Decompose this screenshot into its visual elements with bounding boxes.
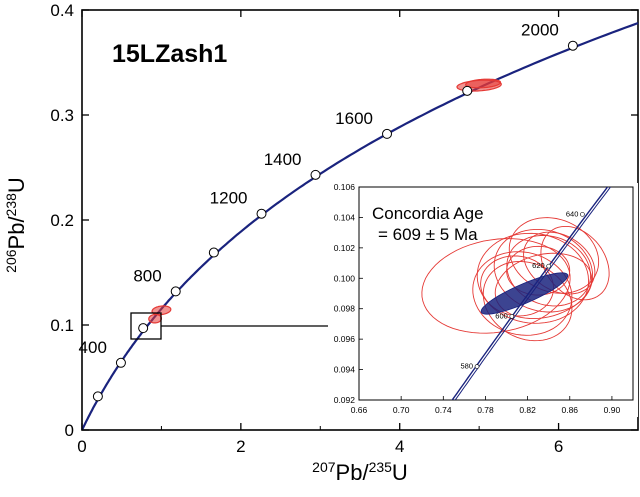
age-marker [462, 85, 473, 96]
age-marker [170, 286, 181, 297]
age-marker-label: 800 [133, 266, 161, 285]
inset-ellipse [493, 228, 594, 313]
age-marker [256, 208, 267, 219]
concordia-age-label: Concordia Age [372, 204, 484, 223]
y-axis-label: 206Pb/238U [3, 177, 29, 273]
age-marker-label: 1200 [210, 189, 248, 208]
inset-age-ticks: 580 600 620 640 [461, 209, 585, 371]
x-tick-label: 6 [554, 437, 563, 456]
inset-plot: 0.66 0.70 0.74 0.78 0.82 0.86 0.90 0.092 0.094 0.… [328, 182, 638, 417]
inset-y-tick-label: 0.100 [334, 273, 356, 283]
inset-y-tick-label: 0.104 [334, 212, 356, 222]
main-ellipse [148, 313, 162, 324]
concordia-age-value: = 609 ± 5 Ma [378, 225, 478, 244]
age-marker [567, 40, 578, 51]
age-marker [208, 247, 219, 258]
inset-y-tick-label: 0.094 [334, 365, 356, 375]
y-tick-label: 0.4 [50, 1, 74, 20]
inset-age-label: 620 [532, 261, 545, 270]
inset-y-tick-label: 0.092 [334, 395, 356, 405]
age-marker [92, 391, 103, 402]
main-ellipse [465, 78, 502, 89]
inset-age-marker [580, 212, 585, 217]
y-tick-label: 0.1 [50, 316, 74, 335]
x-axis-ticks: 0 2 4 6 [77, 10, 563, 456]
y-tick-label: 0.3 [50, 106, 74, 125]
inset-y-tick-label: 0.096 [334, 334, 356, 344]
inset-x-tick-label: 0.86 [561, 405, 578, 415]
x-tick-label: 2 [236, 437, 245, 456]
chart-title: 15LZash1 [112, 40, 227, 68]
inset-concordia-band [454, 187, 612, 400]
inset-ellipse [523, 231, 596, 295]
inset-x-tick-label: 0.78 [477, 405, 494, 415]
inset-age-label: 580 [461, 362, 474, 371]
inset-x-tick-label: 0.90 [604, 405, 621, 415]
concordia-curve [81, 22, 639, 431]
inset-concordia-curve [451, 187, 609, 400]
x-tick-label: 0 [77, 437, 86, 456]
x-axis-label: 207Pb/235U [312, 459, 408, 485]
inset-age-marker [509, 314, 515, 319]
inset-age-marker [474, 364, 480, 369]
age-marker [310, 169, 321, 180]
age-marker [382, 128, 393, 139]
inset-age-marker [546, 263, 551, 269]
inset-y-tick-label: 0.098 [334, 304, 356, 314]
inset-x-tick-label: 0.70 [393, 405, 410, 415]
inset-ellipse [472, 251, 573, 336]
inset-ellipse [480, 255, 554, 317]
age-markers: 400 800 1200 1400 1600 2000 [79, 21, 578, 402]
inset-x-tick-label: 0.82 [519, 405, 536, 415]
inset-ellipse [482, 261, 573, 342]
age-marker-label: 400 [79, 338, 107, 357]
inset-age-label: 600 [495, 311, 508, 320]
inset-age-label: 640 [566, 209, 579, 218]
inset-y-tick-label: 0.106 [334, 182, 356, 192]
age-marker [138, 323, 149, 334]
age-marker-label: 1600 [335, 109, 373, 128]
inset-ellipse [421, 238, 571, 334]
y-tick-label: 0.2 [50, 211, 74, 230]
inset-ellipse [506, 245, 571, 296]
inset-x-tick-label: 0.66 [351, 405, 368, 415]
inset-ticks: 0.66 0.70 0.74 0.78 0.82 0.86 0.90 0.092 0.094 0.… [334, 182, 621, 415]
inset-x-tick-label: 0.74 [435, 405, 452, 415]
y-axis-ticks: 0 0.1 0.2 0.3 0.4 [50, 1, 638, 440]
inset-y-tick-label: 0.102 [334, 243, 356, 253]
inset-frame [358, 186, 634, 401]
age-marker-label: 1400 [264, 150, 302, 169]
y-tick-label: 0 [65, 421, 74, 440]
x-tick-label: 4 [395, 437, 404, 456]
age-marker [115, 357, 126, 368]
age-marker-label: 2000 [521, 21, 559, 40]
